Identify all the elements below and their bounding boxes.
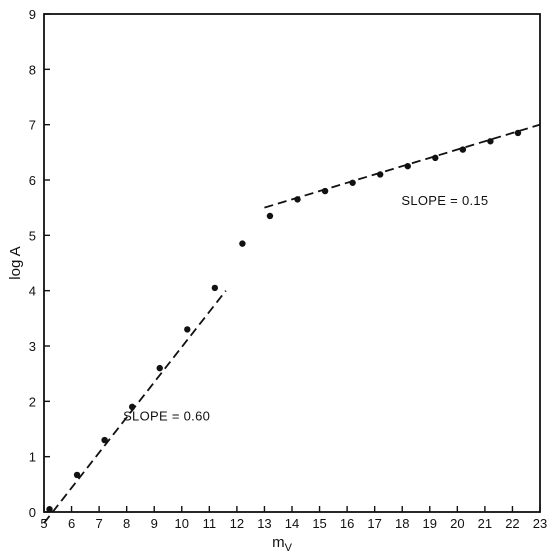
x-tick-label: 7 [95,516,102,531]
x-tick-label: 15 [312,516,326,531]
axis-ticks [43,13,541,513]
x-axis-label-main: m [272,534,285,551]
x-tick-label: 12 [230,516,244,531]
fit-line [264,123,541,209]
data-point [459,146,467,153]
x-tick-label: 9 [151,516,158,531]
data-point [514,129,522,137]
x-tick-label: 16 [340,516,354,531]
data-points [46,129,522,513]
data-point [101,436,108,444]
y-tick-label: 8 [29,62,36,77]
data-point [266,212,274,220]
data-point [294,196,301,203]
y-tick-label: 7 [29,118,36,133]
data-point [211,284,219,292]
x-tick-label: 20 [450,516,464,531]
y-tick-label: 1 [29,450,36,465]
y-tick-label: 0 [29,505,36,520]
data-point [46,506,53,513]
slope-annotation: SLOPE = 0.15 [401,193,488,208]
x-tick-label: 5 [40,516,47,531]
y-tick-label: 6 [29,173,36,188]
data-point [404,162,411,170]
data-point [156,364,163,372]
x-tick-label: 6 [68,516,75,531]
tick-labels: 5 6 7 8 9 10 11 12 13 14 15 16 17 18 19 20 21 22 230123456… [29,7,547,531]
y-axis-label: log A [7,246,24,279]
slope-annotation: SLOPE = 0.60 [123,409,210,424]
x-tick-label: 21 [478,516,492,531]
y-tick-label: 4 [29,284,36,299]
y-tick-label: 3 [29,339,36,354]
x-tick-label: 22 [505,516,519,531]
x-tick-label: 23 [533,516,547,531]
x-tick-label: 10 [175,516,189,531]
annotations: SLOPE = 0.60 SLOPE = 0.15 [123,193,488,424]
data-point [128,403,136,411]
data-point [321,187,329,195]
data-point [349,179,356,186]
y-tick-label: 2 [29,394,36,409]
y-tick-label: 5 [29,228,36,243]
x-tick-label: 19 [423,516,437,531]
x-tick-label: 8 [123,516,130,531]
plot-frame [43,13,541,513]
x-tick-label: 13 [257,516,271,531]
data-point [432,154,439,162]
data-point [184,326,191,333]
x-axis-label-subscript: V [285,542,293,554]
y-tick-label: 9 [29,7,36,22]
fit-lines [43,123,541,524]
x-tick-label: 11 [203,516,217,531]
x-axis-label: mV [272,534,293,554]
data-point [73,471,81,479]
data-point [239,240,246,247]
x-tick-label: 18 [395,516,409,531]
data-point [487,138,494,145]
x-tick-label: 14 [285,516,299,531]
x-tick-label: 17 [367,516,381,531]
data-point [376,171,384,178]
